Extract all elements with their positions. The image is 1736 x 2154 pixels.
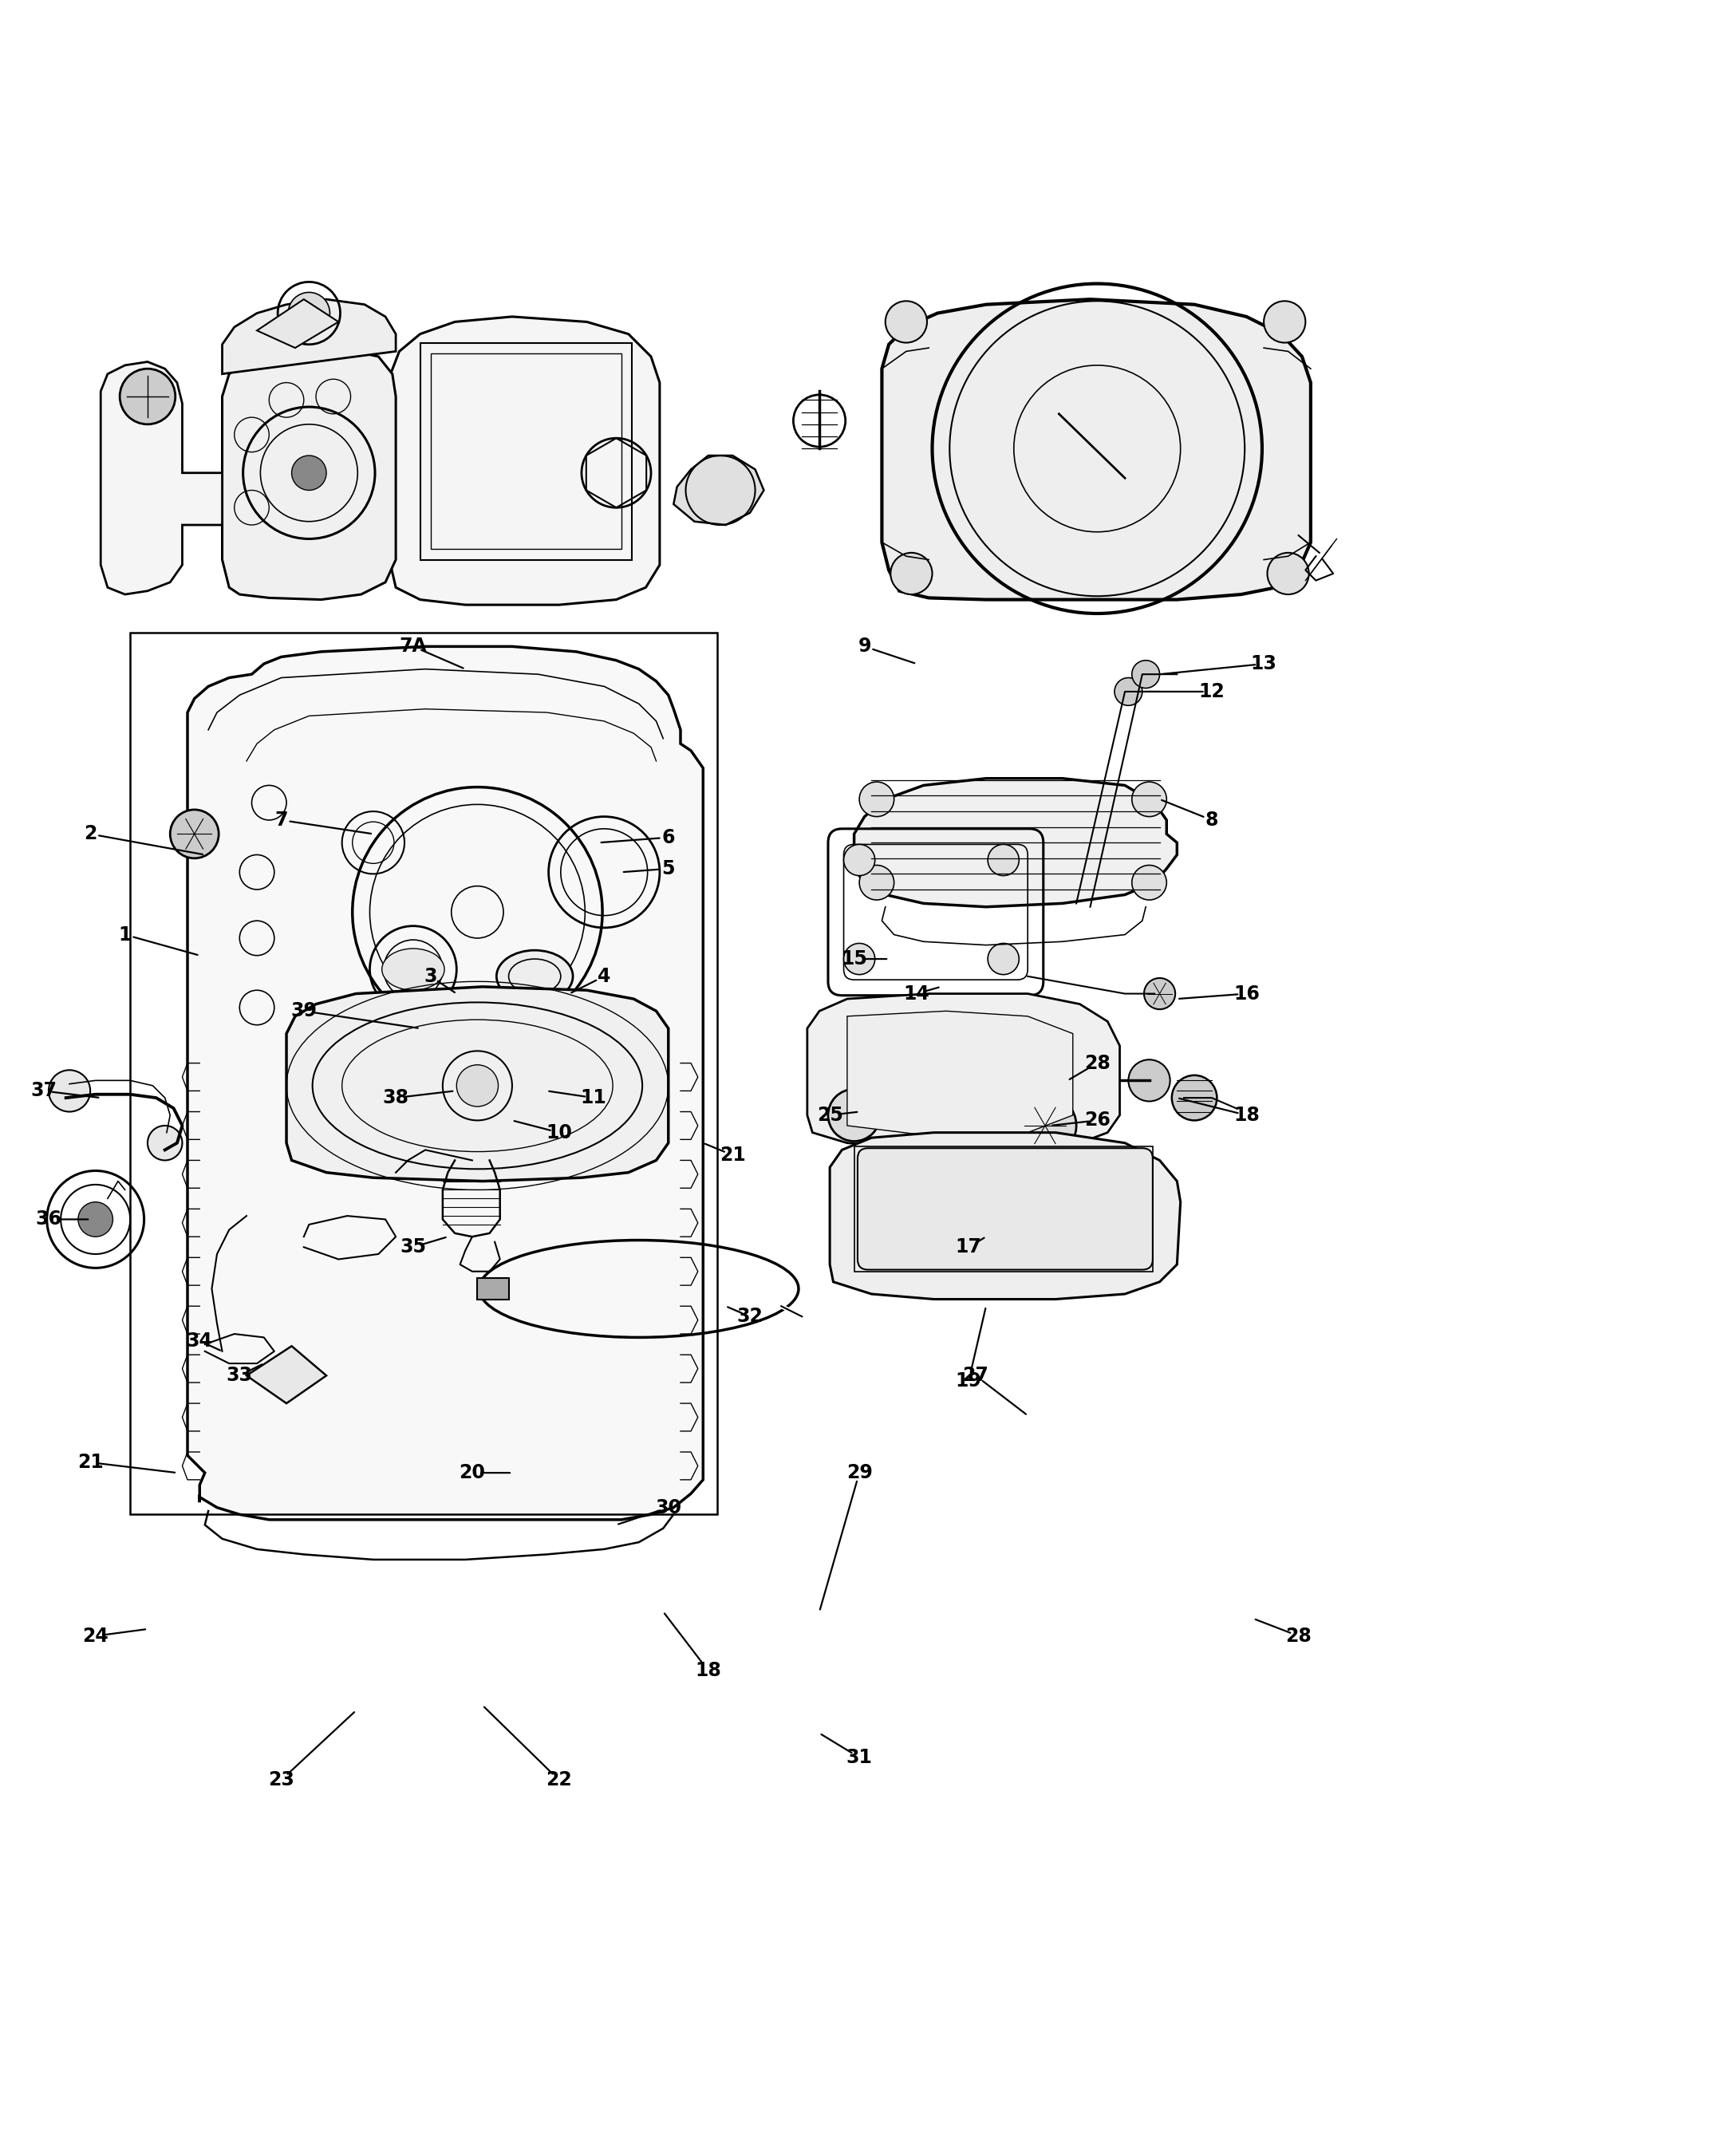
Text: 36: 36 <box>35 1211 62 1230</box>
Circle shape <box>49 1071 90 1111</box>
Text: 12: 12 <box>1198 683 1226 702</box>
Circle shape <box>1132 782 1167 816</box>
Text: 32: 32 <box>736 1307 764 1327</box>
Circle shape <box>1014 1094 1076 1157</box>
Text: 4: 4 <box>597 967 611 987</box>
Polygon shape <box>222 299 396 375</box>
Polygon shape <box>830 1133 1180 1299</box>
Text: 39: 39 <box>290 1002 318 1021</box>
Circle shape <box>1172 1075 1217 1120</box>
Text: 14: 14 <box>903 984 930 1004</box>
Text: 10: 10 <box>545 1122 573 1142</box>
Text: 33: 33 <box>226 1366 253 1385</box>
Circle shape <box>828 1090 880 1142</box>
Bar <box>477 1277 509 1299</box>
Circle shape <box>292 454 326 491</box>
Circle shape <box>891 554 932 595</box>
Text: 2: 2 <box>83 825 97 844</box>
Text: 18: 18 <box>694 1661 722 1680</box>
Polygon shape <box>807 993 1120 1150</box>
FancyBboxPatch shape <box>858 1148 1153 1269</box>
Circle shape <box>885 302 927 342</box>
Polygon shape <box>674 454 764 526</box>
Polygon shape <box>187 646 703 1521</box>
Circle shape <box>1264 302 1305 342</box>
Text: 28: 28 <box>1285 1626 1312 1646</box>
Circle shape <box>1132 661 1160 687</box>
Text: 21: 21 <box>719 1146 746 1165</box>
Text: 38: 38 <box>382 1088 410 1107</box>
Polygon shape <box>286 987 668 1180</box>
Text: 3: 3 <box>424 967 437 987</box>
Polygon shape <box>854 778 1177 907</box>
Text: 8: 8 <box>1205 810 1219 829</box>
Circle shape <box>170 810 219 857</box>
Circle shape <box>1267 554 1309 595</box>
Polygon shape <box>847 1010 1073 1137</box>
Polygon shape <box>101 362 222 595</box>
Text: 17: 17 <box>955 1239 983 1256</box>
Circle shape <box>1144 978 1175 1010</box>
Ellipse shape <box>496 950 573 1002</box>
Text: 5: 5 <box>661 859 675 879</box>
Circle shape <box>844 943 875 974</box>
Text: 6: 6 <box>661 827 675 847</box>
Text: 22: 22 <box>545 1771 573 1790</box>
Text: 35: 35 <box>399 1239 427 1256</box>
Text: 25: 25 <box>816 1105 844 1124</box>
Circle shape <box>1132 866 1167 900</box>
Circle shape <box>1128 1060 1170 1101</box>
Text: 15: 15 <box>840 950 868 969</box>
Polygon shape <box>882 299 1311 599</box>
Circle shape <box>148 1127 182 1161</box>
Text: 34: 34 <box>186 1331 214 1351</box>
Ellipse shape <box>382 948 444 991</box>
Circle shape <box>988 943 1019 974</box>
Text: 29: 29 <box>845 1463 873 1482</box>
Text: 19: 19 <box>955 1372 983 1389</box>
Text: 11: 11 <box>580 1088 608 1107</box>
Circle shape <box>844 844 875 877</box>
Polygon shape <box>391 317 660 605</box>
Text: 1: 1 <box>118 924 132 943</box>
Text: 24: 24 <box>82 1626 109 1646</box>
Polygon shape <box>257 299 339 349</box>
Circle shape <box>288 293 330 334</box>
Bar <box>420 342 632 560</box>
Circle shape <box>120 368 175 424</box>
Bar <box>854 1146 1153 1271</box>
Text: 26: 26 <box>1083 1111 1111 1131</box>
Text: 37: 37 <box>30 1081 57 1101</box>
Circle shape <box>78 1202 113 1236</box>
Bar <box>130 633 717 1514</box>
Text: 31: 31 <box>845 1747 873 1766</box>
Text: 28: 28 <box>1083 1053 1111 1073</box>
Polygon shape <box>222 349 396 599</box>
Text: 18: 18 <box>1233 1105 1260 1124</box>
Polygon shape <box>247 1346 326 1404</box>
Text: 7A: 7A <box>399 638 427 657</box>
Text: 13: 13 <box>1250 655 1278 674</box>
Bar <box>431 353 621 549</box>
Circle shape <box>988 844 1019 877</box>
Text: 30: 30 <box>654 1497 682 1516</box>
Text: 16: 16 <box>1233 984 1260 1004</box>
Text: 7: 7 <box>274 810 288 829</box>
Text: 23: 23 <box>267 1771 295 1790</box>
Text: 27: 27 <box>962 1366 990 1385</box>
Circle shape <box>457 1064 498 1107</box>
Text: 9: 9 <box>858 638 871 657</box>
Text: 21: 21 <box>76 1452 104 1471</box>
Circle shape <box>1115 679 1142 707</box>
Circle shape <box>859 782 894 816</box>
Circle shape <box>859 866 894 900</box>
Text: 20: 20 <box>458 1463 486 1482</box>
